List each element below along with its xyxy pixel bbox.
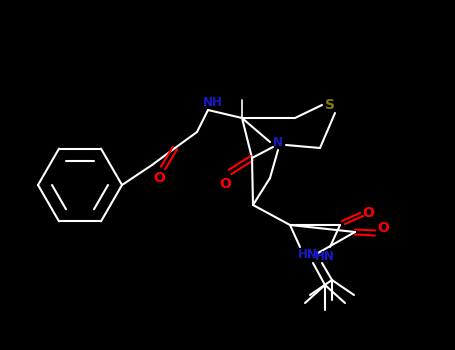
Text: S: S bbox=[325, 98, 335, 112]
Text: O: O bbox=[377, 221, 389, 235]
Text: HN: HN bbox=[315, 251, 335, 264]
Text: HN: HN bbox=[298, 248, 318, 261]
Text: O: O bbox=[219, 177, 231, 191]
Text: O: O bbox=[362, 206, 374, 220]
Text: NH: NH bbox=[203, 97, 223, 110]
Text: N: N bbox=[273, 135, 283, 148]
Text: O: O bbox=[153, 171, 165, 185]
